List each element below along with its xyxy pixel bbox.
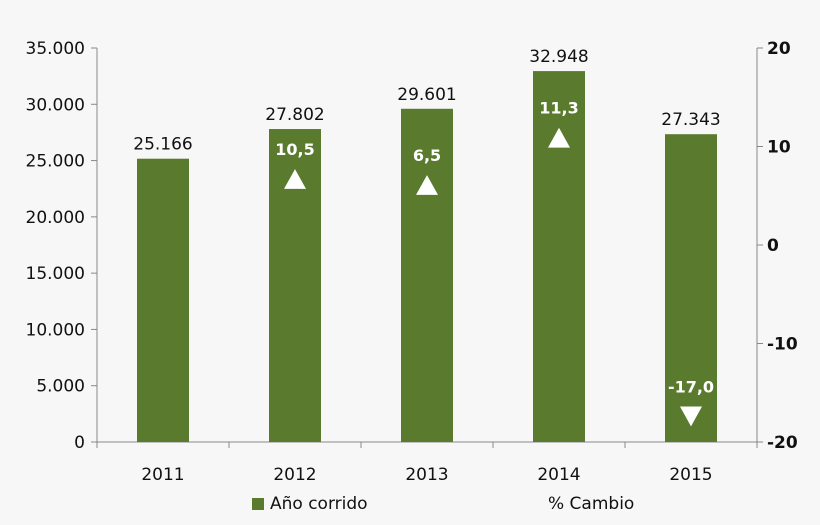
percent-data-label: 11,3 — [539, 99, 578, 118]
percent-data-label: 6,5 — [413, 146, 441, 165]
left-tick-label: 15.000 — [26, 264, 85, 284]
right-tick-label: 0 — [767, 236, 779, 256]
left-tick-label: 5.000 — [36, 377, 85, 397]
x-tick-label: 2015 — [669, 465, 712, 485]
left-tick-label: 30.000 — [26, 95, 85, 115]
left-tick-label: 35.000 — [26, 39, 85, 59]
triangle-up-marker — [284, 169, 306, 189]
left-tick-label: 10.000 — [26, 320, 85, 340]
legend-label: Año corrido — [270, 494, 368, 514]
bar — [533, 71, 585, 442]
left-tick-label: 25.000 — [26, 152, 85, 172]
triangle-down-marker — [680, 406, 702, 427]
triangle-up-marker — [548, 127, 570, 148]
legend-item-cambio: % Cambio — [548, 494, 634, 514]
right-tick-label: 20 — [767, 39, 791, 59]
x-tick-label: 2013 — [405, 465, 448, 485]
triangle-up-marker — [416, 175, 438, 195]
bar-data-label: 27.343 — [661, 110, 720, 130]
bar-data-label: 27.802 — [265, 105, 324, 125]
right-tick-label: -10 — [767, 335, 798, 355]
legend-swatch — [252, 498, 264, 510]
right-tick-label: 10 — [767, 138, 791, 158]
legend-item-ano-corrido: Año corrido — [252, 494, 368, 514]
percent-data-label: -17,0 — [668, 377, 714, 396]
bar-data-label: 29.601 — [397, 85, 456, 105]
left-tick-label: 0 — [74, 433, 85, 453]
bar — [401, 108, 453, 442]
bar — [665, 134, 717, 443]
bar-data-label: 32.948 — [529, 47, 588, 67]
bar-data-label: 25.166 — [133, 135, 192, 155]
legend-label: % Cambio — [548, 494, 635, 514]
right-tick-label: -20 — [767, 433, 798, 453]
left-tick-label: 20.000 — [26, 208, 85, 228]
x-tick-label: 2011 — [141, 465, 184, 485]
x-tick-label: 2012 — [273, 465, 316, 485]
bar — [137, 158, 189, 442]
x-tick-label: 2014 — [537, 465, 580, 485]
percent-data-label: 10,5 — [275, 140, 314, 159]
